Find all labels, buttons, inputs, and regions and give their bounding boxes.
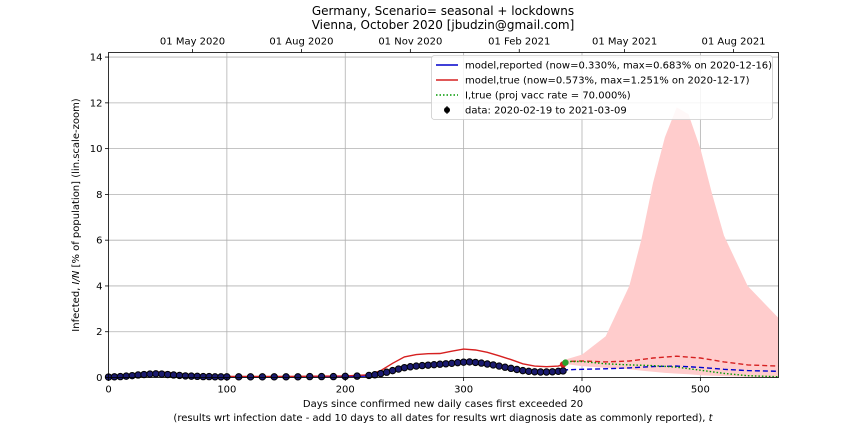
- data-point: [388, 366, 397, 375]
- data-point: [548, 368, 557, 376]
- plot-frame: [108, 52, 779, 378]
- data-point: [329, 372, 338, 381]
- y-axis-label-suffix: [% of population] (lin.scale-zoom): [71, 98, 82, 270]
- y-tick-label: 4: [96, 281, 102, 292]
- legend-label: model,true (now=0.573%, max=1.251% on 20…: [465, 76, 750, 87]
- data-point: [158, 370, 166, 378]
- series-line-2: [563, 365, 779, 372]
- chart-title: Germany, Scenario= seasonal + lockdowns: [312, 4, 574, 18]
- date-tick-label: 01 May 2021: [592, 37, 657, 48]
- data-point: [317, 372, 326, 381]
- data-point: [483, 360, 491, 368]
- data-point: [412, 362, 420, 370]
- y-tick-label: 2: [96, 327, 102, 338]
- y-tick-label: 0: [96, 373, 102, 384]
- data-point: [525, 367, 533, 376]
- series-line-4: [563, 360, 779, 378]
- legend: model,reported (now=0.330%, max=0.683% o…: [431, 55, 773, 120]
- x-tick-label: 300: [454, 385, 473, 396]
- band-area: [563, 107, 779, 378]
- x-axis-ticks: 0 100 200 300 400 500: [105, 377, 710, 396]
- data-points: [104, 358, 567, 381]
- data-point: [507, 364, 515, 373]
- data-point: [353, 372, 361, 380]
- data-point: [519, 366, 527, 375]
- uncertainty-band: [563, 107, 779, 378]
- current-markers: [559, 359, 569, 368]
- data-point: [477, 359, 486, 367]
- data-point: [116, 372, 125, 381]
- legend-box: [431, 55, 773, 120]
- data-point: [246, 373, 255, 381]
- data-point: [400, 363, 409, 372]
- data-point: [465, 358, 474, 366]
- y-tick-label: 10: [90, 144, 103, 155]
- x-tick-label: 200: [336, 385, 355, 396]
- x-tick-label: 100: [217, 385, 236, 396]
- data-point: [163, 370, 172, 379]
- y-axis-label-variable: I/N: [71, 270, 82, 284]
- legend-label: data: 2020-02-19 to 2021-03-09: [465, 106, 627, 117]
- data-point: [406, 363, 415, 371]
- x-tick-label: 500: [691, 385, 710, 396]
- y-axis-ticks: 0 2 4 6 8 10 12 14: [90, 53, 109, 384]
- data-point: [495, 362, 503, 370]
- date-tick-label: 01 Aug 2020: [269, 37, 333, 48]
- y-tick-label: 8: [96, 190, 102, 201]
- data-point: [382, 368, 391, 376]
- x-axis-note-variable: t: [709, 413, 714, 424]
- date-tick-label: 01 Nov 2020: [378, 37, 442, 48]
- y-tick-label: 12: [90, 98, 103, 109]
- data-point: [282, 373, 290, 381]
- y-tick-label: 6: [96, 236, 102, 247]
- data-point: [489, 361, 497, 369]
- data-point: [436, 360, 444, 368]
- legend-items: model,reported (now=0.330%, max=0.683% o…: [436, 61, 772, 117]
- data-point: [424, 361, 432, 369]
- data-point: [122, 372, 130, 380]
- data-point: [430, 360, 438, 369]
- y-tick-label: 14: [90, 53, 103, 64]
- data-point: [513, 365, 521, 374]
- data-point: [306, 372, 314, 381]
- data-point: [501, 363, 509, 371]
- data-point: [270, 373, 278, 381]
- date-tick-label: 01 May 2020: [160, 37, 225, 48]
- data-point: [235, 373, 243, 381]
- data-point: [140, 370, 148, 379]
- legend-label: model,reported (now=0.330%, max=0.683% o…: [465, 61, 772, 72]
- data-point: [442, 360, 450, 368]
- data-point: [454, 358, 462, 367]
- data-point: [394, 365, 403, 373]
- data-point: [128, 371, 136, 380]
- legend-swatch: [444, 107, 450, 113]
- date-tick-label: 01 Feb 2021: [488, 37, 550, 48]
- y-axis-label: Infected, I/N [% of population] (lin.sca…: [71, 98, 82, 332]
- current-marker: [562, 359, 569, 366]
- data-point: [448, 359, 456, 368]
- data-point: [371, 371, 379, 379]
- date-axis-ticks: 01 May 2020 01 Aug 2020 01 Nov 2020 01 Feb …: [160, 37, 766, 53]
- x-tick-label: 400: [572, 385, 591, 396]
- y-axis-label-prefix: Infected,: [71, 284, 82, 331]
- legend-label: I,true (proj vacc rate = 70.000%): [465, 91, 631, 102]
- data-point: [418, 361, 426, 370]
- data-point: [294, 373, 302, 381]
- x-tick-label: 0: [105, 385, 111, 396]
- data-point: [559, 367, 567, 375]
- x-axis-note-text: (results wrt infection date - add 10 day…: [173, 413, 708, 424]
- x-axis-note: (results wrt infection date - add 10 day…: [173, 413, 713, 424]
- data-point: [377, 369, 385, 378]
- data-point: [471, 358, 480, 367]
- x-axis-label: Days since confirmed new daily cases fir…: [303, 399, 583, 410]
- date-tick-label: 01 Aug 2021: [701, 37, 765, 48]
- chart-subtitle: Vienna, October 2020 [jbudzin@gmail.com]: [312, 18, 575, 32]
- data-point: [258, 373, 267, 381]
